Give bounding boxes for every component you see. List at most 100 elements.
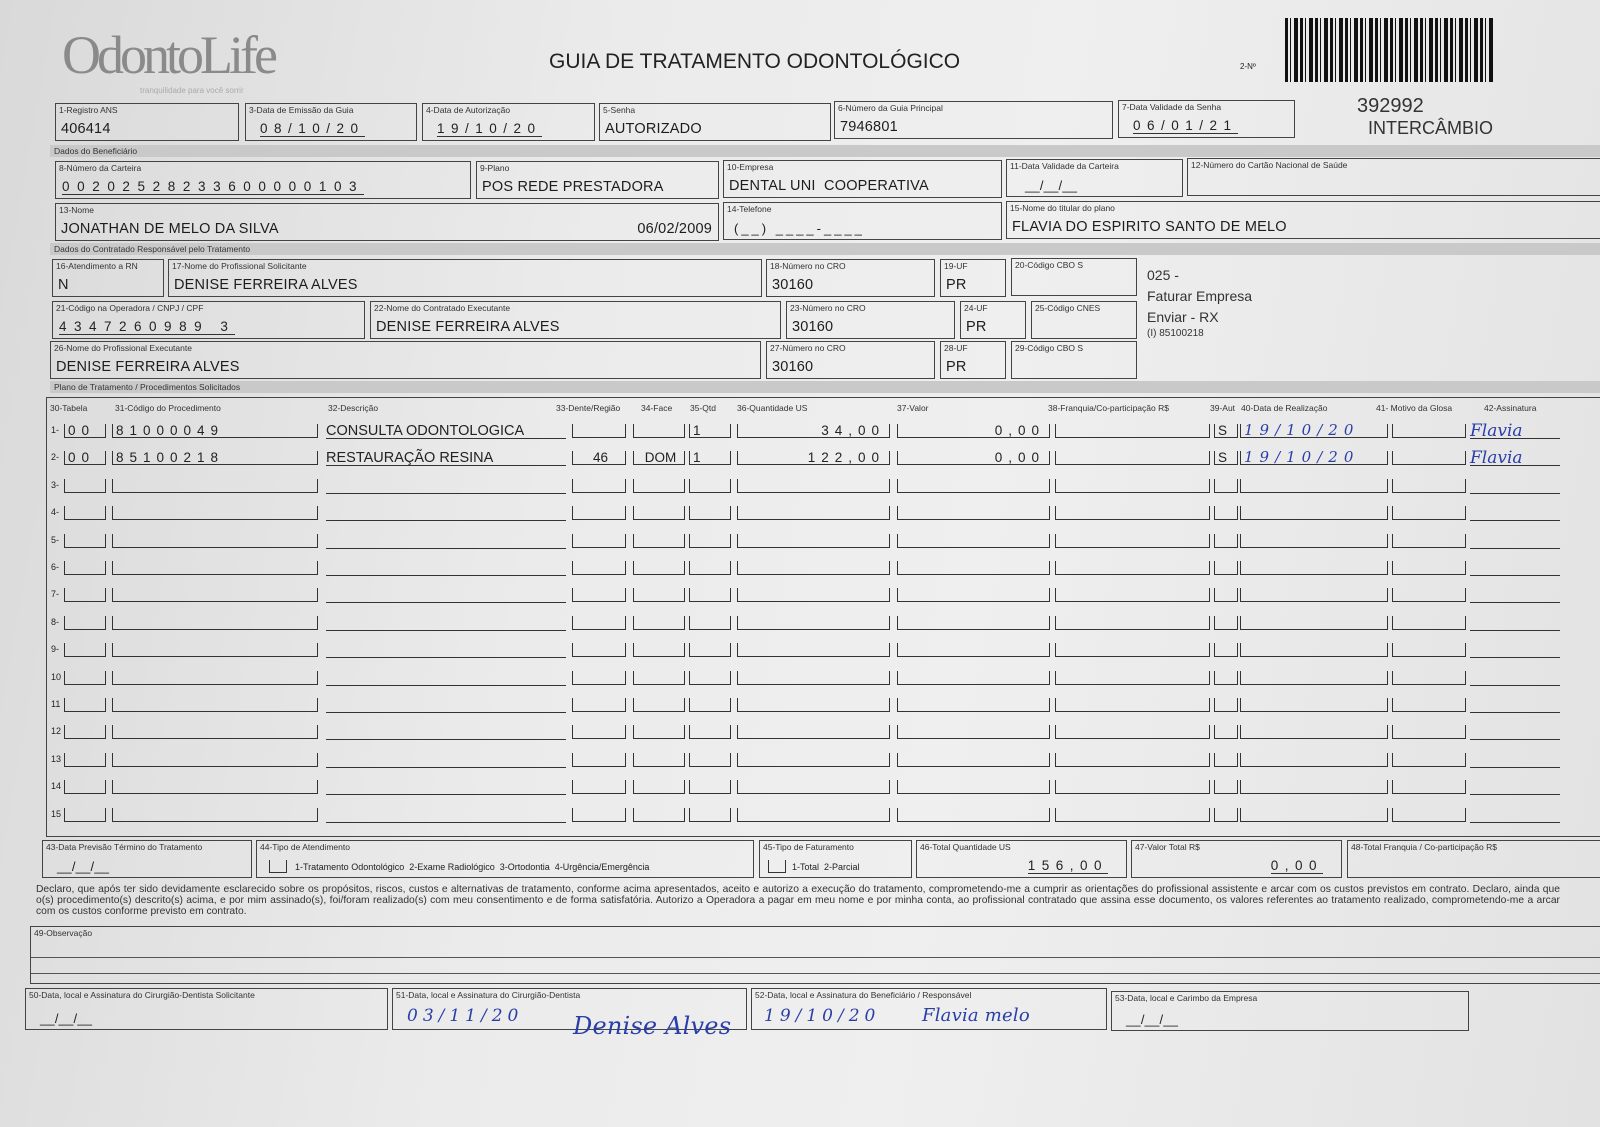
cell-tabela[interactable] (64, 670, 106, 685)
cell-codigo[interactable] (112, 615, 318, 630)
cell-codigo[interactable] (112, 643, 318, 658)
field-codigo-operadora[interactable]: 21-Código na Operadora / CNPJ / CPF 4347… (52, 301, 365, 339)
cell-data[interactable] (1240, 752, 1388, 767)
cell-dente[interactable] (572, 643, 626, 658)
cell-dente[interactable] (572, 807, 626, 822)
cell-data[interactable] (1240, 561, 1388, 575)
cell-face[interactable] (633, 807, 685, 822)
cell-codigo[interactable]: 85100218 (112, 451, 318, 466)
cell-assinatura[interactable] (1470, 506, 1560, 522)
cell-franquia[interactable] (1055, 478, 1210, 493)
field-contratado-executante[interactable]: 22-Nome do Contratado Executante DENISE … (370, 301, 781, 339)
cell-valor[interactable] (897, 807, 1050, 822)
cell-glosa[interactable] (1392, 561, 1466, 575)
cell-qtd[interactable] (689, 670, 731, 685)
cell-face[interactable] (633, 478, 685, 493)
cell-glosa[interactable] (1392, 725, 1466, 740)
cell-qtd[interactable]: 1 (689, 424, 731, 438)
cell-qtd[interactable] (689, 615, 731, 630)
cell-dente[interactable] (572, 725, 626, 740)
cell-face[interactable] (633, 561, 685, 575)
cell-glosa[interactable] (1392, 533, 1466, 548)
cell-data[interactable] (1240, 780, 1388, 795)
cell-qtd[interactable] (689, 506, 731, 521)
cell-tabela[interactable] (64, 698, 106, 712)
cell-franquia[interactable] (1055, 643, 1210, 658)
field-total-franquia[interactable]: 48-Total Franquia / Co-participação R$ (1347, 840, 1600, 878)
cell-dente[interactable]: 46 (572, 451, 626, 466)
signature-box-50[interactable]: 50-Data, local e Assinatura do Cirurgião… (25, 988, 388, 1030)
cell-dente[interactable] (572, 698, 626, 712)
cell-data[interactable]: 19/10/20 (1240, 423, 1388, 438)
cell-face[interactable] (633, 643, 685, 658)
field-cbo-20[interactable]: 20-Código CBO S (1011, 258, 1137, 296)
cell-data[interactable] (1240, 615, 1388, 630)
cell-qtd[interactable] (689, 478, 731, 493)
cell-glosa[interactable] (1392, 506, 1466, 521)
cell-valor[interactable] (897, 698, 1050, 712)
cell-valor[interactable] (897, 588, 1050, 603)
cell-codigo[interactable] (112, 588, 318, 603)
field-previsao-termino[interactable]: 43-Data Previsão Término do Tratamento _… (42, 840, 252, 878)
cell-tabela[interactable]: 00 (64, 451, 106, 466)
cell-assinatura[interactable] (1470, 698, 1560, 713)
cell-dente[interactable] (572, 506, 626, 521)
cell-glosa[interactable] (1392, 424, 1466, 438)
cell-descricao[interactable] (326, 561, 566, 576)
field-valor-total[interactable]: 47-Valor Total R$ 0,00 (1131, 840, 1342, 878)
field-tipo-atendimento[interactable]: 44-Tipo de Atendimento 1-Tratamento Odon… (256, 840, 754, 878)
cell-franquia[interactable] (1055, 807, 1210, 822)
cell-face[interactable] (633, 698, 685, 712)
cell-qtd[interactable] (689, 698, 731, 712)
cell-data[interactable] (1240, 478, 1388, 493)
cell-qtd-us[interactable] (737, 643, 890, 658)
cell-dente[interactable] (572, 478, 626, 493)
field-senha[interactable]: 5-Senha AUTORIZADO (599, 103, 831, 141)
cell-aut[interactable] (1214, 478, 1238, 493)
cell-qtd[interactable] (689, 752, 731, 767)
cell-valor[interactable] (897, 533, 1050, 548)
signature-box-51[interactable]: 51-Data, local e Assinatura do Cirurgião… (392, 988, 747, 1039)
cell-assinatura[interactable]: Flavia (1470, 450, 1560, 467)
cell-data[interactable] (1240, 588, 1388, 603)
field-nome[interactable]: 13-Nome JONATHAN DE MELO DA SILVA 06/02/… (55, 203, 719, 241)
cell-valor[interactable] (897, 780, 1050, 795)
cell-face[interactable] (633, 670, 685, 685)
cell-qtd-us[interactable]: 34,00 (737, 424, 890, 438)
cell-dente[interactable] (572, 752, 626, 767)
cell-qtd[interactable] (689, 533, 731, 548)
cell-tabela[interactable] (64, 533, 106, 548)
cell-descricao[interactable] (326, 643, 566, 659)
cell-aut[interactable] (1214, 752, 1238, 767)
cell-face[interactable] (633, 615, 685, 630)
cell-qtd[interactable] (689, 588, 731, 603)
cell-glosa[interactable] (1392, 451, 1466, 466)
cell-franquia[interactable] (1055, 752, 1210, 767)
cell-franquia[interactable] (1055, 424, 1210, 438)
cell-aut[interactable] (1214, 561, 1238, 575)
cell-dente[interactable] (572, 533, 626, 548)
field-validade-senha[interactable]: 7-Data Validade da Senha 06/01/21 (1118, 100, 1295, 138)
cell-tabela[interactable] (64, 643, 106, 658)
tipo-atendimento-checkbox[interactable] (269, 860, 287, 873)
field-cbo-29[interactable]: 29-Código CBO S (1011, 341, 1137, 379)
cell-franquia[interactable] (1055, 670, 1210, 685)
cell-assinatura[interactable] (1470, 561, 1560, 576)
cell-face[interactable] (633, 752, 685, 767)
cell-descricao[interactable] (326, 725, 566, 741)
cell-assinatura[interactable] (1470, 753, 1560, 768)
field-tipo-faturamento[interactable]: 45-Tipo de Faturamento 1-Total 2-Parcial (759, 840, 912, 878)
cell-valor[interactable] (897, 752, 1050, 767)
field-prof-solicitante[interactable]: 17-Nome do Profissional Solicitante DENI… (168, 259, 762, 297)
cell-codigo[interactable] (112, 807, 318, 822)
field-cro-23[interactable]: 23-Número no CRO 30160 (786, 301, 955, 339)
cell-qtd-us[interactable]: 122,00 (737, 451, 890, 466)
cell-tabela[interactable] (64, 478, 106, 493)
cell-aut[interactable] (1214, 698, 1238, 712)
cell-aut[interactable] (1214, 506, 1238, 521)
field-total-us[interactable]: 46-Total Quantidade US 156,00 (916, 840, 1127, 878)
cell-assinatura[interactable] (1470, 808, 1560, 823)
cell-qtd-us[interactable] (737, 615, 890, 630)
cell-valor[interactable]: 0,00 (897, 424, 1050, 438)
cell-glosa[interactable] (1392, 615, 1466, 630)
